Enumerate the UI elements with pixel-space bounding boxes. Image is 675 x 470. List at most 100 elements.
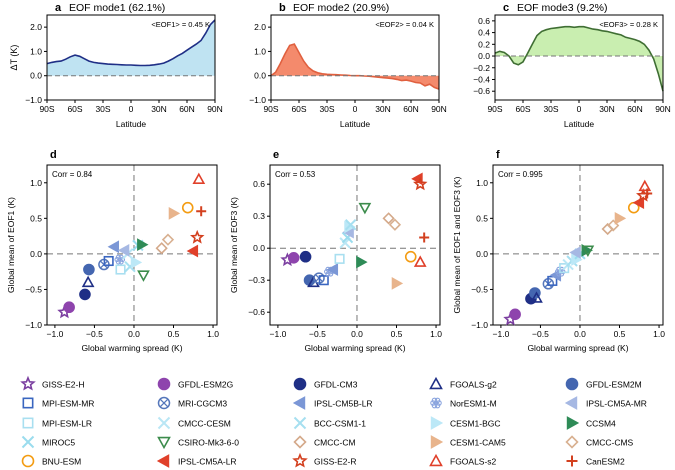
data-point-csiro-mk3-6-0 <box>581 245 595 257</box>
data-point-gfdl-esm2g <box>63 301 75 314</box>
y-tick-label: −0.5 <box>25 284 42 294</box>
plot-frame <box>46 164 218 326</box>
legend-item: MPI-ESM-MR <box>22 397 94 409</box>
legend-item: CSIRO-Mk3-6-0 <box>157 436 239 450</box>
x-tick-label: 30S <box>319 104 334 114</box>
legend-label: CSIRO-Mk3-6-0 <box>178 438 239 448</box>
legend-label: CMCC-CESM <box>178 419 231 429</box>
data-point-csiro-mk3-6-0 <box>137 270 150 282</box>
x-tick-label: 60N <box>179 104 195 114</box>
legend-label: FGOALS-g2 <box>450 380 497 390</box>
data-point-gfdl-esm2g <box>509 308 521 321</box>
panel-label: c <box>503 2 509 14</box>
x-tick-label: −0.5 <box>86 329 103 339</box>
y-tick-label: 0.4 <box>478 28 490 38</box>
data-point-mpi-esm-mr <box>318 275 329 286</box>
y-tick-label: −0.3 <box>248 275 265 285</box>
data-point-ccsm4 <box>137 238 149 252</box>
y-tick-label: −1.0 <box>249 95 266 105</box>
data-point-gfdl-esm2g <box>287 251 300 264</box>
x-tick-label: 0.5 <box>391 329 403 339</box>
corr-annotation: Corr = 0.84 <box>52 170 93 179</box>
x-axis-label: Latitude <box>564 119 595 129</box>
x-axis-label: Global warming spread (K) <box>527 343 628 353</box>
y-axis-label: ΔT (K) <box>9 45 19 71</box>
x-tick-label: 30N <box>375 104 391 114</box>
legend-item: CCSM4 <box>566 416 616 430</box>
legend-item: GFDL-ESM2G <box>157 377 233 391</box>
panel-d: −1.0 −0.5 0.0 0.5 1.0 −1.0 −0.5 0.0 0.5 1.0 Global… <box>6 149 219 353</box>
data-point-noresm1-m-petal <box>556 266 562 272</box>
data-point-fgoals-g2 <box>530 291 543 303</box>
panel-label: f <box>496 149 500 161</box>
panel-e: −1.0 −0.5 0.0 0.5 1.0 −0.6 −0.3 0.0 0.3 0.6 Global… <box>229 149 442 353</box>
legend-marker <box>20 375 36 391</box>
data-point-canesm2 <box>419 232 430 243</box>
data-point-cesm1-cam5 <box>614 211 627 225</box>
legend-label: MPI-ESM-LR <box>42 419 92 429</box>
legend-item: FGOALS-g2 <box>429 376 497 390</box>
data-point-mpi-esm-mr <box>103 255 114 267</box>
legend-marker <box>293 377 307 391</box>
plot-frame <box>492 164 664 326</box>
x-tick-label: 1.0 <box>653 329 665 339</box>
x-tick-label: 90S <box>487 104 502 114</box>
x-tick-label: −0.5 <box>309 329 326 339</box>
legend-label: MPI-ESM-MR <box>42 399 94 409</box>
data-point-csiro-mk3-6-0 <box>358 202 372 215</box>
legend-marker <box>157 396 171 410</box>
x-tick-label: −1.0 <box>47 329 64 339</box>
x-tick-label: 30N <box>599 104 615 114</box>
legend-marker <box>430 435 444 449</box>
data-point-cesm1-cam5 <box>168 206 181 220</box>
y-tick-label: −0.6 <box>248 307 265 317</box>
x-tick-label: 90N <box>431 104 447 114</box>
y-tick-label: 0.6 <box>478 16 490 26</box>
y-tick-label: 0.3 <box>253 211 265 221</box>
x-tick-label: −1.0 <box>270 329 287 339</box>
panel-label: b <box>279 2 286 14</box>
x-tick-label: 60S <box>515 104 530 114</box>
y-tick-label: −1.0 <box>25 320 42 330</box>
x-tick-label: −0.5 <box>532 329 549 339</box>
x-tick-label: 90N <box>207 104 223 114</box>
legend-item: CMCC-CMS <box>565 435 634 449</box>
legend-marker <box>429 376 443 390</box>
x-tick-label: 0 <box>129 104 134 114</box>
panel-label: e <box>273 149 279 161</box>
legend-item: CMCC-CESM <box>157 416 231 430</box>
x-tick-label: 0.5 <box>614 329 626 339</box>
data-point-fgoals-s2 <box>638 179 652 192</box>
legend-item: NorESM1-M <box>430 397 497 409</box>
series-line <box>494 25 664 92</box>
area-fill <box>271 44 439 90</box>
legend-label: GFDL-ESM2G <box>178 380 233 390</box>
x-tick-label: 0 <box>577 104 582 114</box>
y-tick-label: −0.4 <box>473 74 490 84</box>
data-point-ipsl-cm5a-mr <box>117 243 130 257</box>
stat-annotation: <EOF1> = 0.45 K <box>151 20 210 29</box>
y-tick-label: 1.0 <box>30 178 42 188</box>
data-point-gfdl-esm2m <box>83 263 95 276</box>
y-tick-label: 2.0 <box>30 22 42 32</box>
panel-f: −1.0 −0.5 0.0 0.5 1.0 −1.0 −0.5 0.0 0.5 1.0 Global… <box>452 149 665 353</box>
legend-marker-petal <box>434 397 441 404</box>
data-point-noresm1-m <box>114 254 126 265</box>
legend-item: BCC-CSM1-1 <box>293 416 366 430</box>
data-point-cesm1-cam5 <box>391 277 404 290</box>
data-point-mpi-esm-lr <box>334 253 345 264</box>
legend-label: MRI-CGCM3 <box>178 399 227 409</box>
legend-marker-cross <box>159 398 169 408</box>
x-tick-label: 0.0 <box>351 329 363 339</box>
x-tick-label: −1.0 <box>493 329 510 339</box>
y-axis-label: Global mean of EOF1 and EOF3 (K) <box>452 176 462 313</box>
x-tick-label: 0.0 <box>128 329 140 339</box>
legend-marker <box>292 396 306 410</box>
y-tick-label: 0.5 <box>30 213 42 223</box>
legend-item: CESM1-CAM5 <box>430 435 506 449</box>
legend-item: CESM1-BGC <box>430 416 501 430</box>
y-tick-label: −0.5 <box>471 284 488 294</box>
data-point-bcc-csm1-1 <box>344 219 357 231</box>
data-point-bnu-esm <box>404 250 417 263</box>
x-tick-label: 30S <box>95 104 110 114</box>
